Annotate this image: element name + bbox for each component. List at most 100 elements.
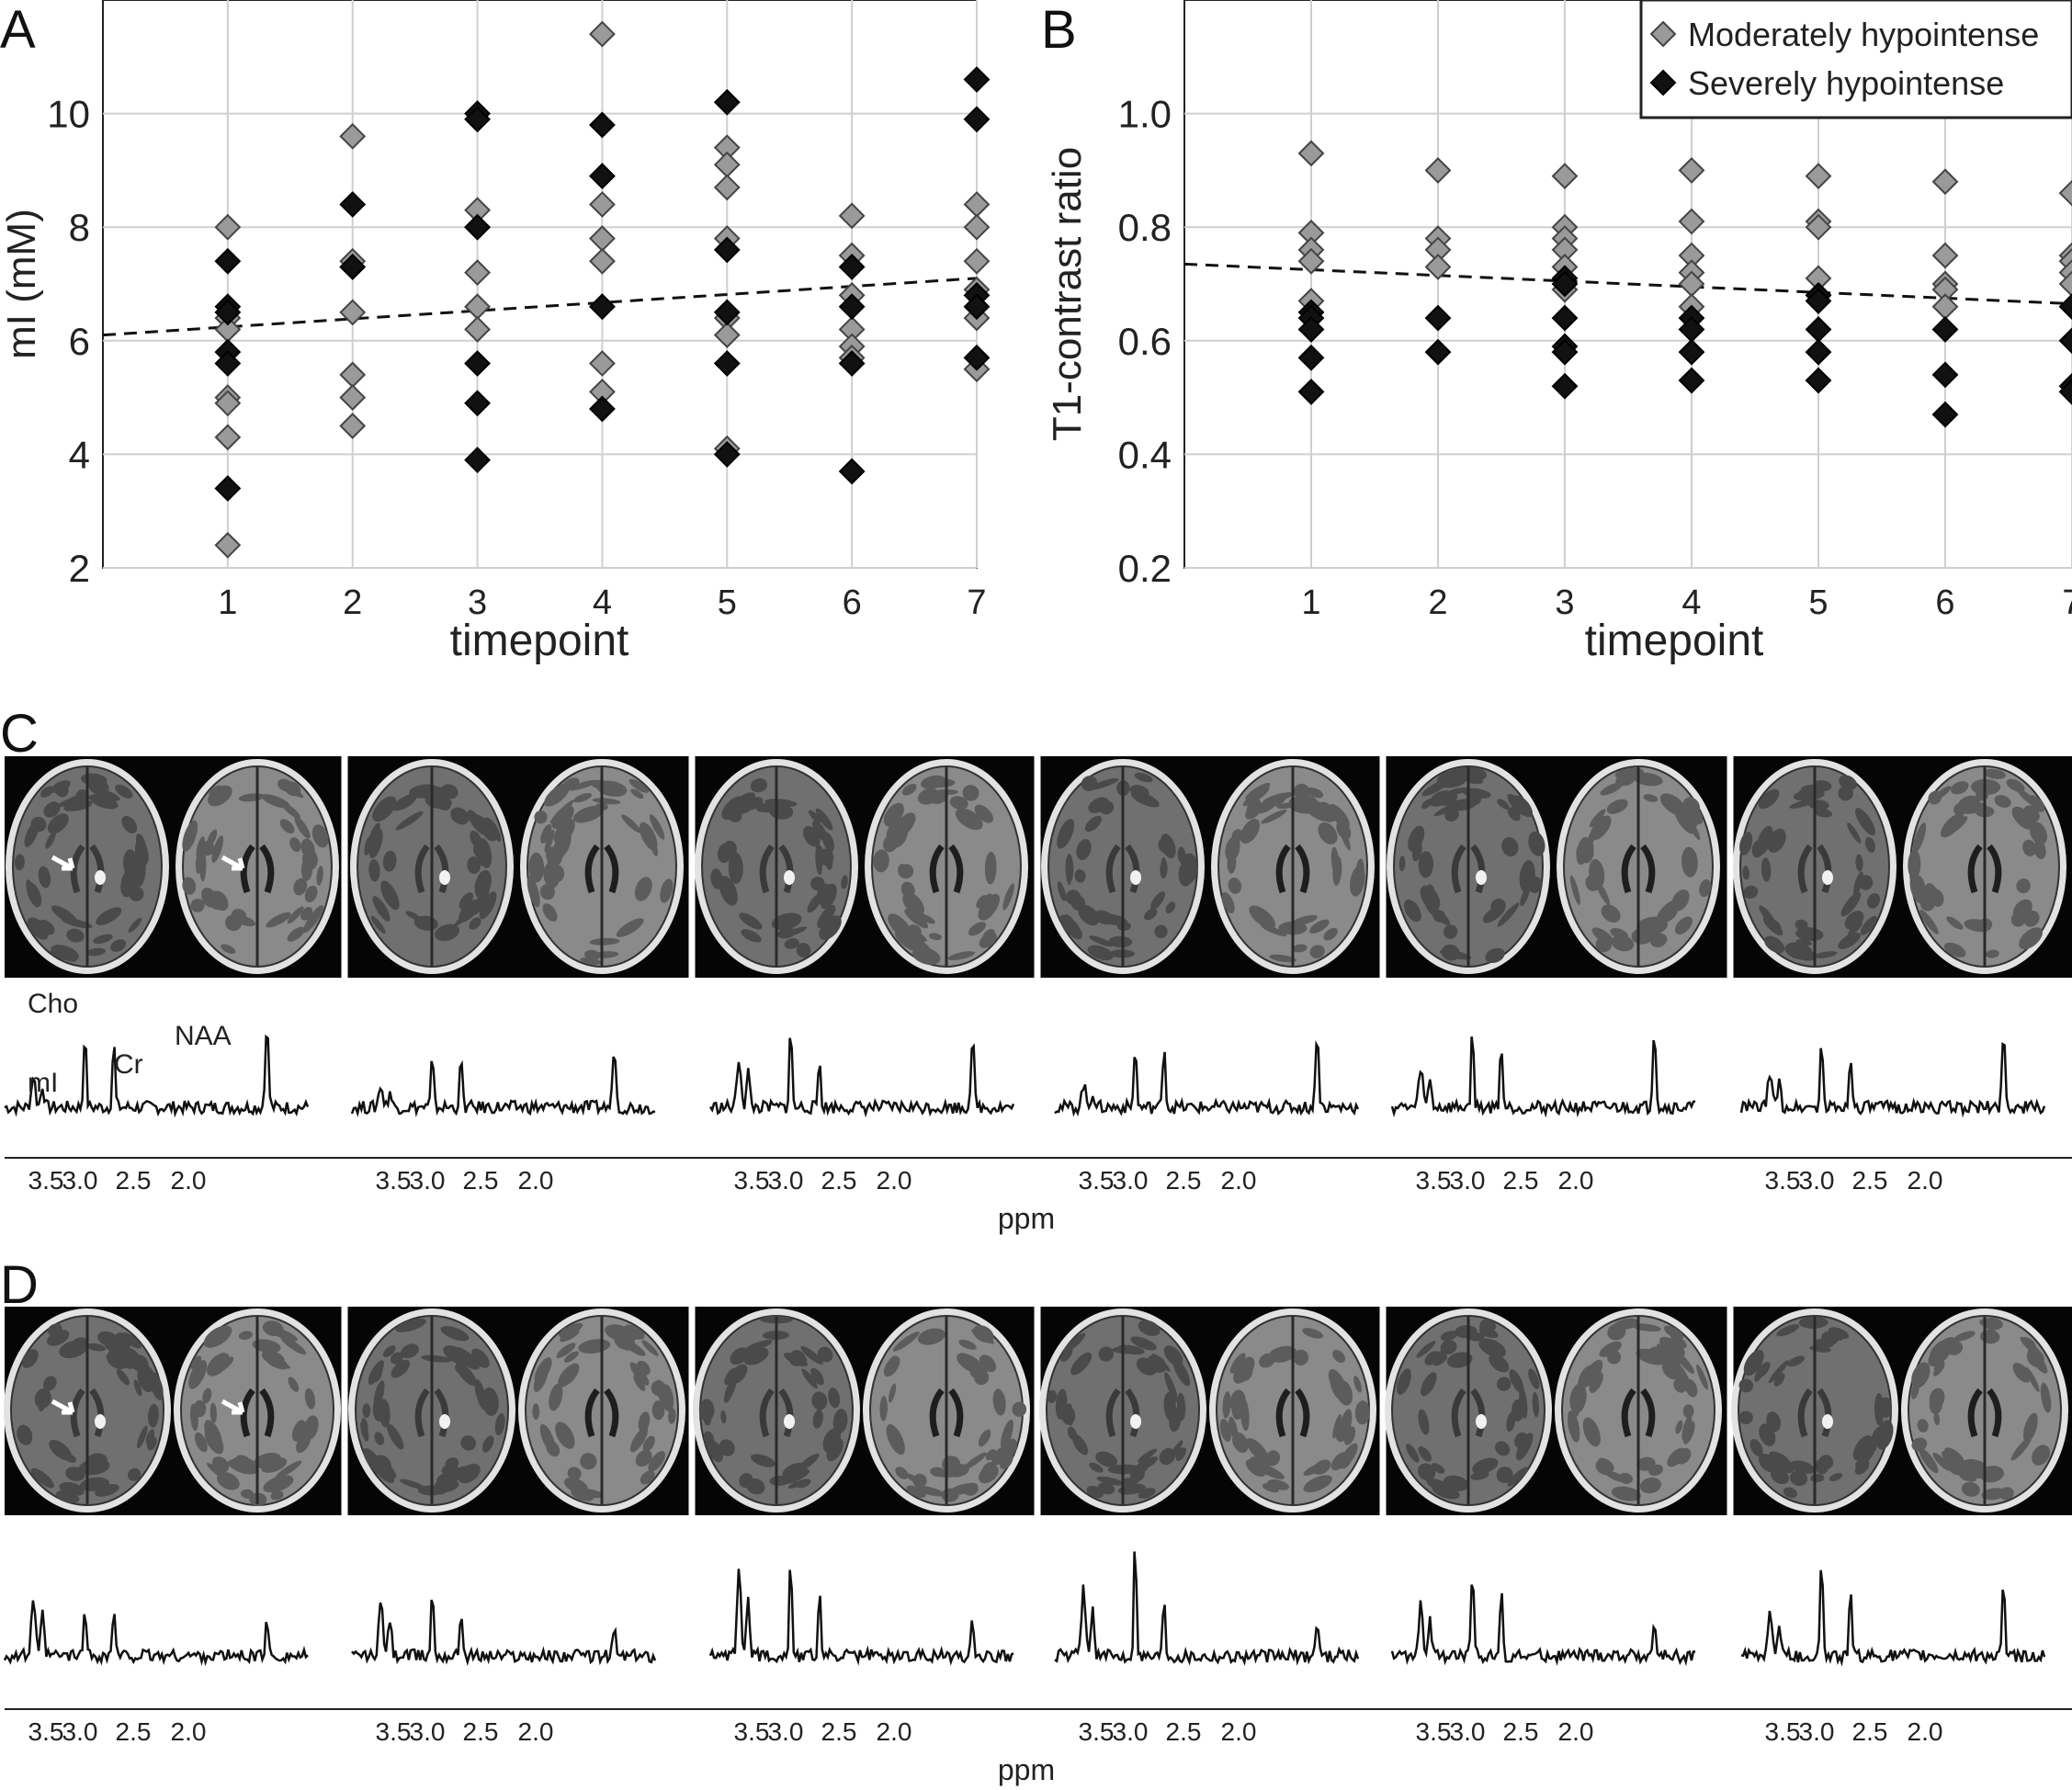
- point-severe: [713, 236, 741, 264]
- sulcus: [1507, 793, 1529, 816]
- sulcus: [1773, 1373, 1785, 1387]
- sulcus: [1219, 1419, 1232, 1442]
- sulcus: [1938, 1337, 1956, 1353]
- sulcus: [1255, 798, 1279, 814]
- sulcus: [567, 1467, 582, 1480]
- sulcus: [1268, 1345, 1297, 1363]
- point-severe: [713, 440, 741, 468]
- point-severe: [1678, 338, 1705, 366]
- x-tick-label: 5: [1808, 583, 1828, 622]
- spectrum-trace: [1054, 1040, 1360, 1117]
- sulcus: [266, 912, 291, 928]
- sulcus: [1290, 914, 1318, 926]
- sulcus: [1743, 885, 1759, 899]
- sulcus: [289, 837, 301, 853]
- sulcus: [1060, 1348, 1073, 1362]
- sulcus: [442, 1466, 470, 1483]
- sulcus: [1942, 1450, 1964, 1470]
- sulcus: [739, 1473, 753, 1489]
- point-moderate: [713, 151, 741, 178]
- y-tick-label: 8: [69, 206, 90, 249]
- sulcus: [741, 929, 762, 943]
- sulcus: [137, 1425, 148, 1449]
- point-severe: [1551, 338, 1579, 366]
- x-tick-label: 1: [218, 583, 237, 622]
- point-moderate: [214, 424, 242, 451]
- sulcus: [1231, 829, 1244, 843]
- chart-b-y-axis-label: T1-contrast ratio: [1045, 147, 1090, 441]
- spectrum-trace: [1390, 1584, 1696, 1667]
- brain-slice: [1209, 1309, 1376, 1512]
- sulcus: [1667, 1447, 1686, 1467]
- sulcus: [920, 775, 946, 789]
- sulcus: [1172, 1357, 1191, 1387]
- lesion-hyperintensity: [1130, 1414, 1141, 1429]
- sulcus: [633, 1374, 646, 1391]
- point-severe: [963, 293, 991, 321]
- sulcus: [948, 1464, 969, 1478]
- ppm-tick-label: 2.5: [821, 1166, 857, 1195]
- sulcus: [460, 1435, 477, 1451]
- ppm-tick-label: 3.5: [1765, 1717, 1801, 1746]
- sulcus: [651, 1380, 666, 1397]
- sulcus: [2006, 778, 2025, 792]
- sulcus: [563, 1351, 579, 1363]
- sulcus: [469, 917, 481, 930]
- sulcus: [964, 1356, 985, 1372]
- sulcus: [822, 1428, 842, 1453]
- ventricles: [1275, 1388, 1310, 1438]
- sulcus: [288, 1376, 300, 1392]
- sulcus: [1439, 949, 1472, 960]
- sulcus: [628, 778, 650, 793]
- sulcus: [2022, 839, 2037, 856]
- sulcus: [89, 793, 119, 810]
- sulcus: [1120, 1477, 1140, 1486]
- y-tick-label: 2: [69, 547, 90, 590]
- sulcus: [291, 1420, 306, 1442]
- sulcus: [1838, 932, 1861, 949]
- sulcus: [2010, 1436, 2032, 1461]
- sulcus: [311, 824, 329, 848]
- sulcus: [630, 788, 644, 799]
- sulcus: [127, 1467, 142, 1481]
- brain-slice: [1733, 759, 1897, 974]
- sulcus: [1421, 1372, 1437, 1397]
- sulcus: [551, 805, 574, 830]
- spectrum-trace: [1390, 1036, 1696, 1118]
- sulcus: [1443, 924, 1458, 939]
- lesion-hyperintensity: [95, 1414, 106, 1429]
- sulcus: [817, 1346, 833, 1363]
- sulcus: [560, 1327, 575, 1341]
- sulcus: [2022, 1412, 2038, 1443]
- sulcus: [1249, 905, 1276, 929]
- lesion-arrow: [221, 855, 245, 871]
- ppm-tick-label: 3.0: [1799, 1717, 1835, 1746]
- sulcus: [1858, 875, 1874, 890]
- sulcus: [1245, 1459, 1266, 1477]
- sulcus: [38, 866, 51, 889]
- sulcus: [1130, 1336, 1157, 1351]
- sulcus: [1758, 788, 1780, 810]
- sulcus: [819, 915, 842, 940]
- sulcus: [132, 855, 146, 888]
- sulcus: [133, 1379, 142, 1397]
- spectrum-trace: [351, 1599, 657, 1667]
- sulcus: [1303, 1462, 1328, 1476]
- sulcus: [1086, 1485, 1104, 1499]
- point-severe: [713, 350, 741, 377]
- sulcus: [1919, 1448, 1939, 1474]
- brain-slice: [4, 1309, 171, 1512]
- chart-a-y-axis-label: mI (mM): [0, 209, 44, 359]
- sulcus: [1519, 1387, 1528, 1420]
- sulcus: [1089, 1462, 1104, 1473]
- sulcus: [642, 1435, 655, 1452]
- sulcus: [195, 854, 202, 875]
- sulcus: [1306, 787, 1324, 799]
- sulcus: [434, 1479, 459, 1493]
- sulcus: [534, 1357, 552, 1384]
- sulcus: [1506, 1410, 1516, 1433]
- chart-b-ticks: 1 2 3 4 5 6 7 0.2 0.4 0.6 0.8 1.0: [1118, 93, 2072, 622]
- sulcus: [1683, 801, 1704, 825]
- sulcus: [1268, 1481, 1289, 1490]
- sulcus: [592, 798, 621, 805]
